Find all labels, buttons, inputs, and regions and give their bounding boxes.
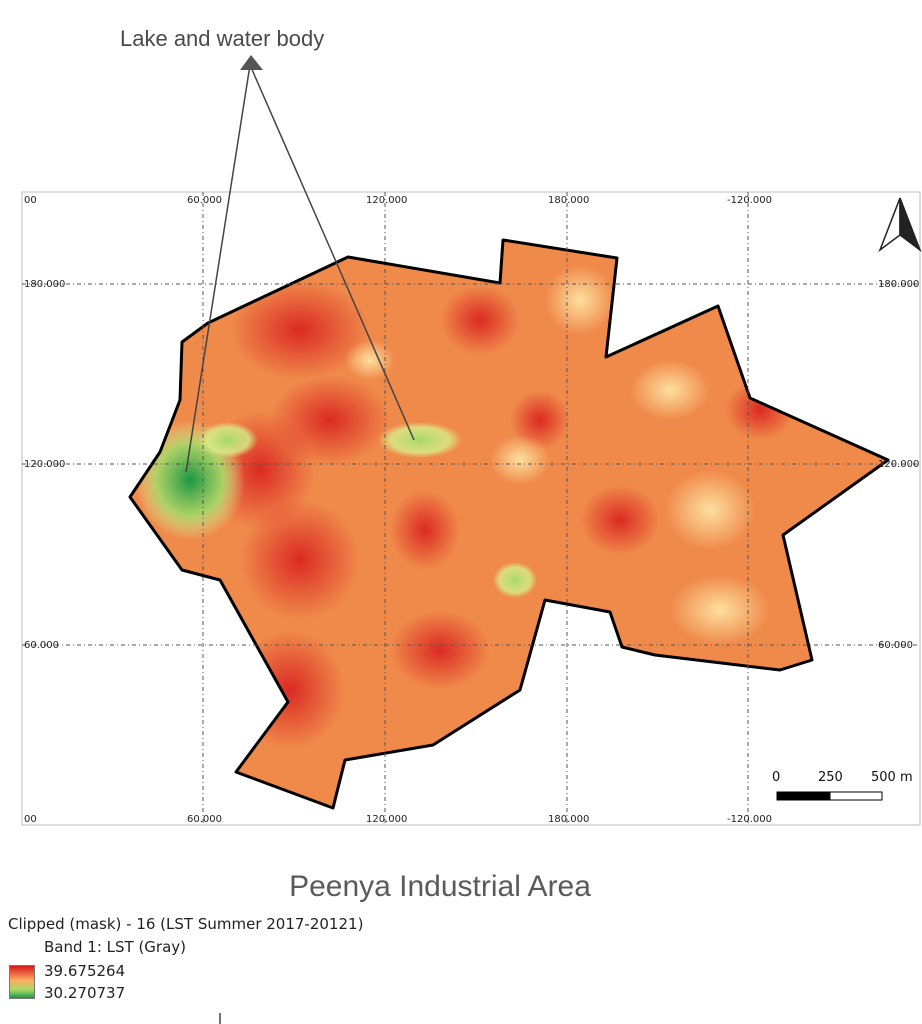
grid-label-bottom: 120.000 (366, 814, 407, 825)
region-boundary (128, 238, 890, 810)
grid-label-top: 60.000 (187, 195, 222, 206)
grid-label-right: 60.000 (878, 640, 913, 651)
scale-label-0: 0 (772, 770, 781, 785)
scale-label-250: 250 (818, 770, 843, 785)
legend-min-value: 30.270737 (44, 984, 126, 1002)
grid-label-bottom: -120.000 (727, 814, 772, 825)
graticule (22, 192, 920, 825)
annotation-label: Lake and water body (120, 26, 325, 51)
grid-label-top: 180.000 (548, 195, 589, 206)
legend-max-value: 39.675264 (44, 962, 126, 980)
grid-label-top: 120.000 (366, 195, 407, 206)
grid-labels-top: 00 60.000 120.000 180.000 -120.000 (24, 195, 772, 206)
grid-label-bottom: 60.000 (187, 814, 222, 825)
legend-layer-name: Clipped (mask) - 16 (LST Summer 2017-201… (8, 915, 364, 933)
north-arrow-icon (878, 197, 922, 253)
grid-label-left: 60.000 (24, 640, 59, 651)
grid-labels-left: 180.000 120.000 60.000 (24, 279, 65, 651)
grid-labels-bottom: 00 60.000 120.000 180.000 -120.000 (24, 814, 772, 825)
grid-label-bottom: 00 (24, 814, 37, 825)
grid-label-left: 180.000 (24, 279, 65, 290)
legend-color-ramp (9, 965, 35, 999)
grid-label-bottom: 180.000 (548, 814, 589, 825)
legend-band-name: Band 1: LST (Gray) (44, 938, 187, 956)
annotation-arrows (185, 64, 415, 473)
arrowhead-icon (240, 55, 263, 70)
scale-bar (776, 791, 883, 801)
grid-label-right: 120.000 (878, 459, 919, 470)
grid-label-right: 180.000 (878, 279, 919, 290)
grid-label-left: 120.000 (24, 459, 65, 470)
grid-label-top: 00 (24, 195, 37, 206)
grid-labels-right: 180.000 120.000 60.000 (878, 279, 919, 651)
map-title: Peenya Industrial Area (289, 870, 591, 903)
scale-label-500: 500 m (871, 770, 913, 785)
grid-label-top: -120.000 (727, 195, 772, 206)
